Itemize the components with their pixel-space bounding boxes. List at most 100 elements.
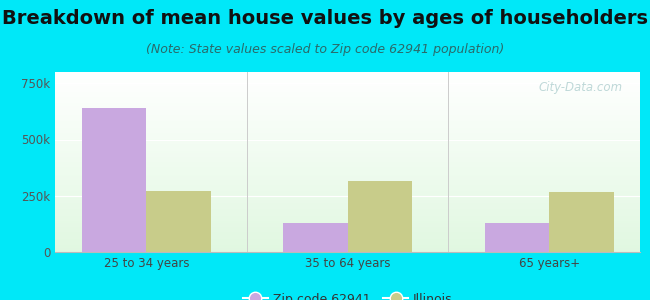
Bar [55,178,640,180]
Bar [55,250,640,252]
Bar [55,236,640,238]
Bar [55,234,640,236]
Bar [55,212,640,214]
Bar [55,126,640,128]
Bar [55,180,640,182]
Bar [55,176,640,178]
Bar [283,223,348,252]
Bar [82,108,146,252]
Bar [55,239,640,241]
Text: (Note: State values scaled to Zip code 62941 population): (Note: State values scaled to Zip code 6… [146,44,504,56]
Bar [55,119,640,121]
Bar [55,113,640,115]
Bar [55,214,640,216]
Bar [55,216,640,218]
Bar [55,131,640,133]
Bar [55,149,640,151]
Bar [55,112,640,113]
Bar [55,110,640,112]
Bar [55,225,640,227]
Bar [55,104,640,106]
Bar [55,101,640,103]
Bar [55,117,640,119]
Bar [55,243,640,245]
Bar [55,248,640,250]
Bar [55,238,640,239]
Bar [55,90,640,92]
Bar [55,241,640,243]
Text: City-Data.com: City-Data.com [539,81,623,94]
Bar [55,166,640,167]
Bar [55,151,640,153]
Bar [55,173,640,175]
Bar [55,218,640,220]
Bar [55,193,640,194]
Bar [55,164,640,166]
Bar [55,202,640,203]
Bar [55,200,640,202]
Bar [348,181,412,252]
Bar [55,137,640,139]
Bar [55,85,640,86]
Bar [55,94,640,95]
Bar [549,192,614,252]
Bar [55,230,640,232]
Bar [55,223,640,225]
Bar [55,198,640,200]
Bar [55,128,640,130]
Bar [55,227,640,229]
Bar [55,142,640,144]
Bar [55,83,640,85]
Bar [55,207,640,209]
Bar [55,189,640,191]
Bar [55,194,640,196]
Bar [55,209,640,211]
Bar [55,103,640,104]
Legend: Zip code 62941, Illinois: Zip code 62941, Illinois [238,287,458,300]
Bar [146,191,211,252]
Bar [55,139,640,140]
Bar [55,140,640,142]
Bar [55,133,640,135]
Bar [55,167,640,169]
Bar [55,77,640,79]
Bar [55,79,640,81]
Bar [55,162,640,164]
Bar [55,232,640,234]
Bar [55,135,640,137]
Bar [55,92,640,94]
Bar [55,221,640,223]
Bar [55,88,640,90]
Text: Breakdown of mean house values by ages of householders: Breakdown of mean house values by ages o… [2,9,648,28]
Bar [55,86,640,88]
Bar [55,97,640,99]
Bar [55,220,640,221]
Bar [55,81,640,83]
Bar [55,158,640,160]
Bar [55,99,640,101]
Bar [55,191,640,193]
Bar [55,211,640,212]
Bar [55,115,640,117]
Bar [55,247,640,248]
Bar [55,205,640,207]
Bar [55,169,640,171]
Bar [55,122,640,124]
Bar [55,144,640,146]
Bar [55,106,640,108]
Bar [55,157,640,158]
Bar [55,148,640,149]
Bar [55,121,640,122]
Bar [55,153,640,155]
Bar [55,130,640,131]
Bar [485,223,549,252]
Bar [55,196,640,198]
Bar [55,76,640,77]
Bar [55,175,640,176]
Bar [55,187,640,189]
Bar [55,185,640,187]
Bar [55,245,640,247]
Bar [55,108,640,110]
Bar [55,146,640,148]
Bar [55,171,640,173]
